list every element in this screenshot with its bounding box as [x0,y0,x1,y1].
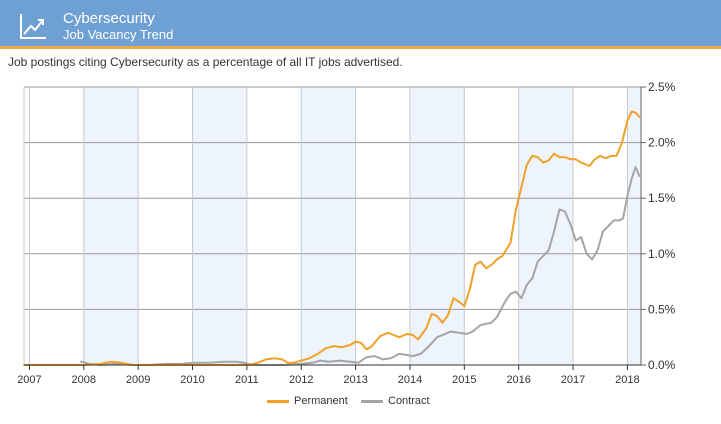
y-tick-label-5: 2.5% [648,80,676,94]
x-tick-label-2016: 2016 [506,374,530,386]
series-line-contract [80,166,641,366]
legend-label-contract: Contract [388,395,430,407]
y-tick-label-4: 2.0% [648,136,676,150]
year-band-2008 [83,87,139,365]
page-subtitle: Job Vacancy Trend [63,27,174,42]
x-tick-label-2008: 2008 [72,374,96,386]
x-tick-label-2010: 2010 [180,374,204,386]
page-title: Cybersecurity [63,10,155,27]
legend-label-permanent: Permanent [294,395,348,407]
year-band-2018 [627,87,641,365]
legend-item-permanent[interactable]: Permanent [267,395,348,407]
series-line-permanent [23,110,641,366]
year-band-2010 [192,87,247,365]
y-tick-label-1: 0.5% [648,302,676,316]
x-tick-label-2007: 2007 [17,374,41,386]
x-tick-label-2011: 2011 [235,374,259,386]
legend-swatch-contract [361,399,383,403]
y-tick-label-3: 1.5% [648,191,676,205]
chart-description: Job postings citing Cybersecurity as a p… [8,55,403,69]
y-tick-label-0: 0.0% [648,358,676,372]
header-bar: Cybersecurity Job Vacancy Trend [0,0,721,49]
x-tick-label-2009: 2009 [126,374,150,386]
legend-item-contract[interactable]: Contract [361,395,430,407]
x-tick-label-2015: 2015 [452,374,476,386]
x-tick-label-2013: 2013 [343,374,367,386]
legend-swatch-permanent [267,399,289,403]
x-tick-label-2012: 2012 [289,374,313,386]
year-band-2014 [409,87,465,365]
year-band-2016 [518,87,574,365]
y-tick-label-2: 1.0% [648,247,676,261]
x-tick-label-2014: 2014 [398,374,422,386]
year-band-2012 [301,87,356,365]
trend-chart-icon [20,14,46,39]
x-tick-label-2017: 2017 [561,374,585,386]
trend-chart: 0.0% 0.5% 1.0% 1.5% 2.0% 2.5% 2007 2008 2009 2010… [17,80,676,386]
x-tick-label-2018: 2018 [615,374,639,386]
chart-legend: Permanent Contract [0,395,721,411]
